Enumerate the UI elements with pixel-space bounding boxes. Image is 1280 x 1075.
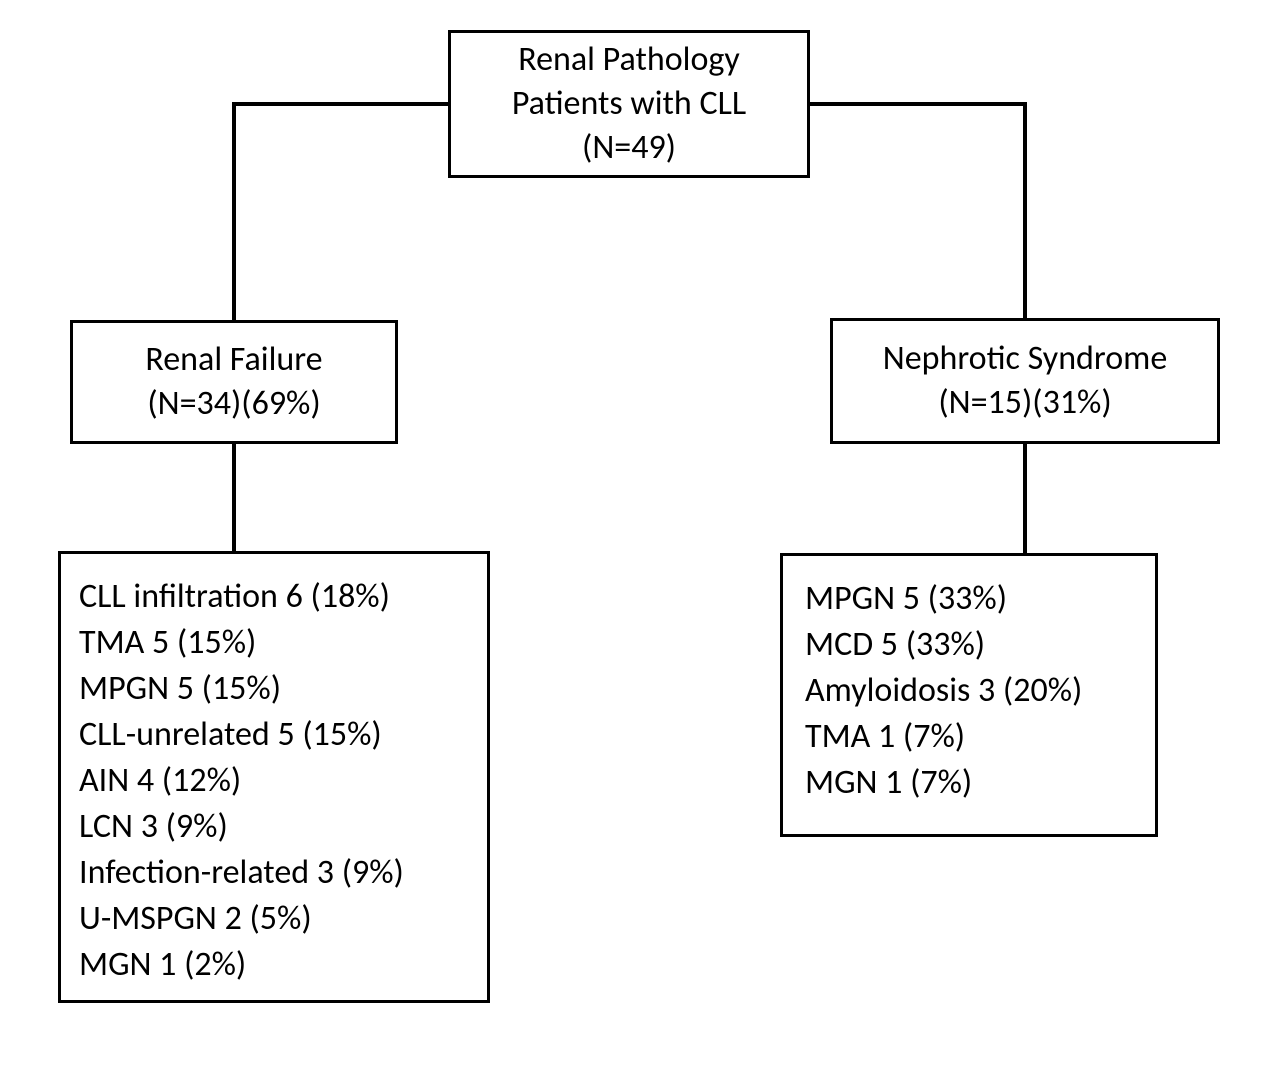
list-item: LCN 3 (9%) xyxy=(79,804,228,850)
list-item: CLL-unrelated 5 (15%) xyxy=(79,712,382,758)
branch-left-title2: (N=34)(69%) xyxy=(147,382,320,426)
branch-right-title2: (N=15)(31%) xyxy=(938,381,1111,425)
list-item: Infection-related 3 (9%) xyxy=(79,850,404,896)
list-item: CLL infiltration 6 (18%) xyxy=(79,574,390,620)
branch-left-title1: Renal Failure xyxy=(145,338,322,382)
branch-right-title1: Nephrotic Syndrome xyxy=(883,337,1167,381)
list-item: AIN 4 (12%) xyxy=(79,758,241,804)
list-item: MGN 1 (7%) xyxy=(805,760,972,806)
list-right-node: MPGN 5 (33%)MCD 5 (33%)Amyloidosis 3 (20… xyxy=(780,553,1158,837)
list-item: TMA 1 (7%) xyxy=(805,714,965,760)
list-item: Amyloidosis 3 (20%) xyxy=(805,668,1082,714)
branch-left-node: Renal Failure (N=34)(69%) xyxy=(70,320,398,444)
list-item: MCD 5 (33%) xyxy=(805,622,985,668)
branch-right-node: Nephrotic Syndrome (N=15)(31%) xyxy=(830,318,1220,444)
list-item: TMA 5 (15%) xyxy=(79,620,256,666)
list-left-node: CLL infiltration 6 (18%)TMA 5 (15%)MPGN … xyxy=(58,551,490,1003)
list-item: MPGN 5 (15%) xyxy=(79,666,281,712)
list-item: U-MSPGN 2 (5%) xyxy=(79,896,312,942)
flowchart-canvas: Renal Pathology Patients with CLL (N=49)… xyxy=(0,0,1280,1075)
list-item: MPGN 5 (33%) xyxy=(805,576,1007,622)
root-line1: Renal Pathology xyxy=(518,38,740,82)
root-node: Renal Pathology Patients with CLL (N=49) xyxy=(448,30,810,178)
root-line2: Patients with CLL xyxy=(512,82,746,126)
list-item: MGN 1 (2%) xyxy=(79,942,246,988)
root-line3: (N=49) xyxy=(582,126,676,170)
